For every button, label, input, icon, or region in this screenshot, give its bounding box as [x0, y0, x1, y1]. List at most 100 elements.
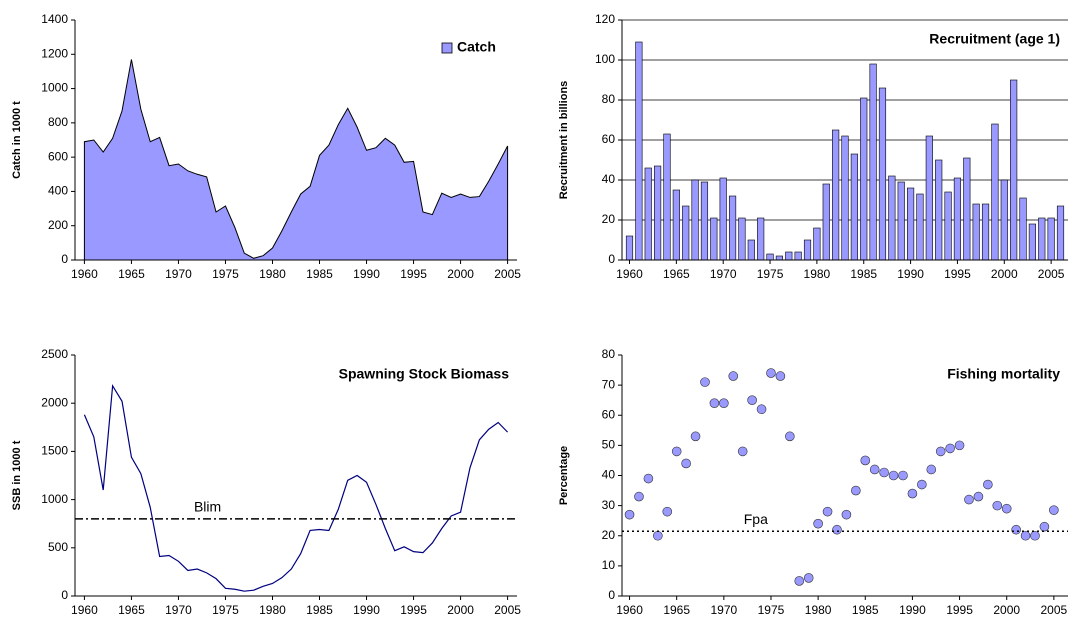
x-tick-label: 1980 [805, 603, 832, 617]
point [803, 573, 814, 583]
point [1039, 521, 1050, 532]
point [973, 491, 984, 502]
x-tick-label: 2000 [991, 267, 1018, 281]
bar [757, 217, 765, 261]
legend-label: Catch [457, 39, 496, 55]
y-tick-label: 500 [48, 540, 68, 554]
point [775, 371, 786, 381]
bar [972, 203, 980, 261]
x-tick-label: 1965 [118, 603, 145, 617]
x-tick-label: 1990 [353, 603, 380, 617]
bar [719, 177, 727, 261]
point [907, 488, 918, 499]
y-tick-label: 20 [602, 528, 616, 542]
y-tick-label: 400 [48, 184, 68, 198]
x-tick-label: 1985 [850, 267, 877, 281]
point [756, 404, 767, 415]
point [737, 446, 748, 457]
reference-label: Blim [194, 499, 221, 515]
x-tick-label: 1980 [804, 267, 831, 281]
point [719, 398, 729, 409]
y-tick-label: 70 [602, 377, 616, 391]
point [643, 473, 654, 484]
bar [916, 193, 924, 261]
point [841, 509, 852, 520]
point [1049, 505, 1059, 515]
bar [691, 179, 699, 261]
y-tick-label: 800 [48, 115, 68, 129]
bar [1000, 179, 1008, 261]
bar [907, 187, 915, 261]
chart-title: Spawning Stock Biomass [339, 366, 510, 382]
point [747, 395, 757, 405]
x-tick-label: 2000 [447, 267, 474, 281]
x-tick-label: 1965 [663, 603, 690, 617]
bar [963, 157, 971, 261]
x-tick-label: 1980 [259, 603, 286, 617]
bar [1010, 79, 1018, 261]
point [832, 524, 842, 535]
y-axis-title: Percentage [558, 446, 570, 505]
x-tick-label: 1965 [663, 267, 690, 281]
point [898, 470, 908, 481]
point [992, 500, 1003, 511]
bar [700, 181, 709, 261]
y-tick-label: 1500 [41, 444, 68, 458]
bar [766, 253, 774, 261]
line [83, 383, 509, 592]
y-tick-label: 120 [595, 12, 615, 26]
x-tick-label: 1985 [306, 603, 333, 617]
point [964, 494, 974, 505]
point [1030, 530, 1040, 541]
bar [1056, 205, 1065, 261]
point [794, 576, 805, 586]
y-tick-label: 40 [602, 468, 616, 482]
point [935, 446, 946, 457]
bar [775, 255, 783, 261]
x-tick-label: 1960 [71, 267, 98, 281]
x-tick-label: 1960 [616, 267, 643, 281]
point [851, 485, 861, 496]
y-tick-label: 0 [61, 252, 68, 266]
x-tick-label: 1970 [165, 603, 192, 617]
bar [897, 181, 905, 261]
point [624, 509, 635, 520]
legend-swatch [441, 42, 453, 54]
bar [663, 133, 671, 261]
y-axis-title: Recruitment in billions [558, 81, 570, 200]
bar [935, 159, 943, 261]
x-tick-label: 1970 [165, 267, 192, 281]
point [954, 440, 965, 451]
y-tick-label: 1000 [41, 81, 68, 95]
point [879, 467, 889, 478]
area [83, 59, 509, 261]
y-tick-label: 80 [602, 92, 616, 106]
point [1011, 524, 1021, 535]
x-tick-label: 1995 [400, 603, 427, 617]
y-tick-label: 1400 [41, 12, 68, 26]
y-tick-label: 40 [602, 172, 616, 186]
y-tick-label: 30 [602, 498, 616, 512]
x-tick-label: 1965 [118, 267, 145, 281]
x-tick-label: 1970 [710, 603, 737, 617]
x-tick-label: 2005 [1038, 267, 1065, 281]
bar [635, 41, 643, 261]
bar [944, 191, 952, 261]
point [681, 458, 691, 469]
chart-title: Fishing mortality [947, 366, 1060, 382]
x-tick-label: 1975 [212, 603, 239, 617]
bar [747, 239, 755, 261]
bar [878, 87, 887, 261]
point [634, 491, 644, 502]
point [860, 455, 871, 466]
point [869, 464, 880, 475]
x-tick-label: 1975 [758, 603, 785, 617]
bar [869, 63, 877, 261]
y-axis-title: Catch in 1000 t [11, 101, 23, 179]
x-tick-label: 2005 [1041, 603, 1068, 617]
point [709, 398, 720, 409]
bar [860, 97, 868, 261]
y-tick-label: 60 [602, 407, 616, 421]
point [888, 470, 899, 481]
